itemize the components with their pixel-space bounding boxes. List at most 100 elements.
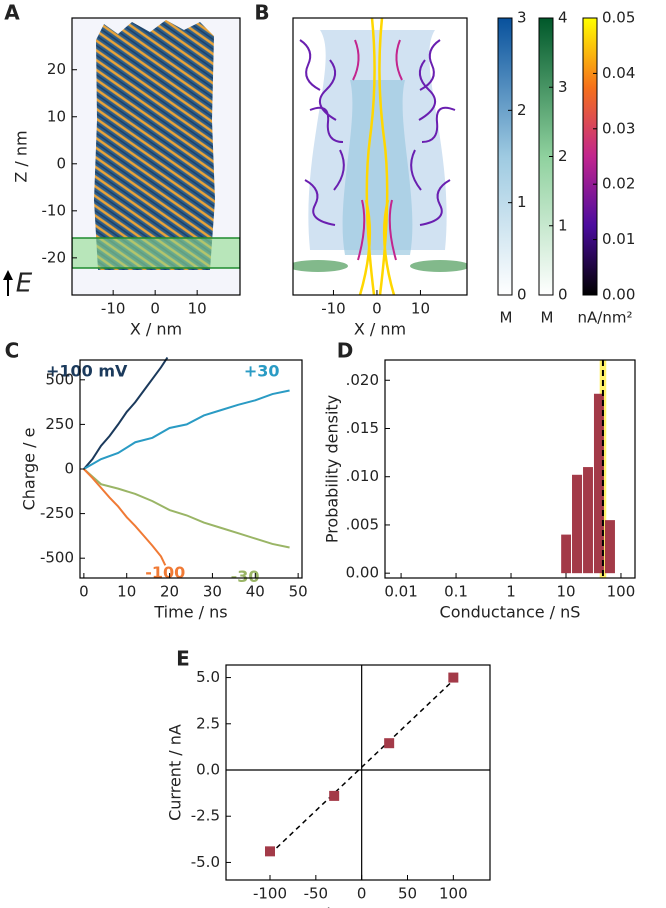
y-tick-label: 20	[47, 60, 66, 78]
x-tick-label: -10	[321, 300, 346, 318]
colorbar-tick-label: 3	[558, 78, 568, 96]
colorbar	[582, 17, 598, 296]
x-tick-label: 0.1	[444, 583, 468, 601]
y-tick-label: 10	[47, 107, 66, 125]
series-label: -30	[231, 567, 260, 586]
y-tick-label: 0.00	[346, 564, 379, 582]
y-tick-label: .010	[346, 467, 379, 485]
x-axis-label: Time / ns	[153, 603, 227, 622]
colorbar-tick-label: 0.02	[602, 175, 635, 193]
data-line	[83, 389, 290, 470]
colorbar-tick-label: 3	[517, 9, 527, 27]
x-tick-label: 20	[160, 583, 179, 601]
colorbar-tick-label: 0.03	[602, 119, 635, 137]
y-tick-label: 500	[45, 370, 74, 388]
colorbar-tick-label: 0	[517, 286, 527, 304]
plot-frame	[292, 17, 468, 296]
panel-letter: C	[5, 339, 20, 363]
data-point	[384, 738, 395, 749]
x-tick-label: -50	[304, 885, 329, 903]
colorbar-unit: nA/nm²	[578, 309, 633, 327]
y-axis-label: Current / nA	[166, 724, 185, 821]
x-tick-label: 0.01	[384, 583, 417, 601]
x-tick-label: -10	[101, 300, 126, 318]
colorbar-tick-label: 2	[558, 147, 568, 165]
x-tick-label: 0	[372, 300, 382, 318]
plot-frame	[79, 359, 303, 579]
colorbar-tick-label: 2	[517, 101, 527, 119]
series-label: +100 mV	[46, 362, 128, 381]
colorbar-unit: M	[541, 309, 554, 327]
x-tick-label: 10	[188, 300, 207, 318]
series-label: +30	[244, 362, 280, 381]
series-label: -100	[145, 563, 185, 582]
flow-rendering	[293, 18, 467, 295]
x-tick-label: 50	[289, 583, 308, 601]
panel-letter: D	[337, 339, 354, 363]
data-line	[83, 468, 290, 549]
colorbar-unit: M	[500, 309, 513, 327]
colorbar-tick-label: 0.00	[602, 286, 635, 304]
histogram-bar	[583, 467, 593, 574]
y-axis-label: Charge / e	[20, 428, 39, 511]
plot-frame	[384, 359, 636, 579]
y-tick-label: .005	[346, 515, 379, 533]
x-tick-label: 0	[150, 300, 160, 318]
y-tick-label: -10	[42, 201, 67, 219]
colorbar-tick-label: 4	[558, 9, 568, 27]
x-axis-label: Voltage / mV	[307, 905, 409, 908]
data-point	[448, 672, 459, 683]
y-tick-label: 2.5	[196, 714, 220, 732]
x-axis-label: X / nm	[130, 320, 182, 339]
data-point	[329, 790, 340, 801]
data-point	[265, 846, 275, 857]
y-axis-label: Z / nm	[12, 130, 31, 182]
x-tick-label: 1	[506, 583, 516, 601]
x-tick-label: 50	[398, 885, 417, 903]
y-tick-label: 0.0	[196, 761, 220, 779]
y-tick-label: 5.0	[196, 668, 220, 686]
colorbar-tick-label: 0.01	[602, 230, 635, 248]
data-line	[83, 356, 169, 470]
x-tick-label: 0	[357, 885, 367, 903]
x-tick-label: 30	[203, 583, 222, 601]
histogram-bar	[572, 474, 583, 574]
panel-letter: E	[176, 647, 190, 671]
field-arrow	[3, 270, 13, 296]
y-tick-label: -20	[42, 248, 67, 266]
x-tick-label: 40	[246, 583, 265, 601]
x-tick-label: 100	[439, 885, 468, 903]
y-tick-label: -5.0	[191, 853, 220, 871]
x-tick-label: 10	[117, 583, 136, 601]
y-tick-label: .020	[346, 371, 379, 389]
histogram-bar	[593, 393, 604, 574]
plot-frame	[225, 664, 491, 881]
x-tick-label: -100	[253, 885, 287, 903]
y-axis-label: Probability density	[323, 395, 342, 543]
colorbar	[497, 17, 513, 296]
colorbar-tick-label: 0.04	[602, 64, 635, 82]
y-tick-label: 0	[64, 460, 74, 478]
y-tick-label: -250	[40, 504, 74, 522]
x-tick-label: 10	[556, 583, 575, 601]
x-tick-label: 100	[607, 583, 636, 601]
colorbar-tick-label: 1	[517, 193, 527, 211]
data-line	[83, 468, 167, 566]
plot-frame	[71, 17, 241, 296]
panel-letter: B	[254, 1, 269, 25]
y-tick-label: -2.5	[191, 807, 220, 825]
y-tick-label: .015	[346, 419, 379, 437]
colorbar-tick-label: 0	[558, 286, 568, 304]
x-axis-label: Conductance / nS	[440, 603, 581, 622]
x-tick-label: 0	[79, 583, 89, 601]
colorbar-tick-label: 1	[558, 216, 568, 234]
panel-letter: A	[4, 1, 20, 25]
y-tick-label: 250	[45, 415, 74, 433]
y-tick-label: -500	[40, 549, 74, 567]
colorbar-tick-label: 0.05	[602, 9, 635, 27]
x-axis-label: X / nm	[354, 320, 406, 339]
histogram-bar	[604, 520, 615, 574]
pore-rendering	[72, 18, 240, 295]
fit-line	[269, 679, 454, 855]
